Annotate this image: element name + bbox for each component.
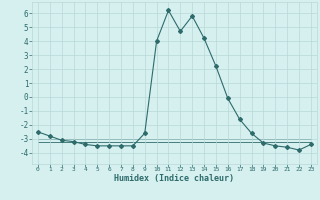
X-axis label: Humidex (Indice chaleur): Humidex (Indice chaleur) bbox=[115, 174, 234, 183]
